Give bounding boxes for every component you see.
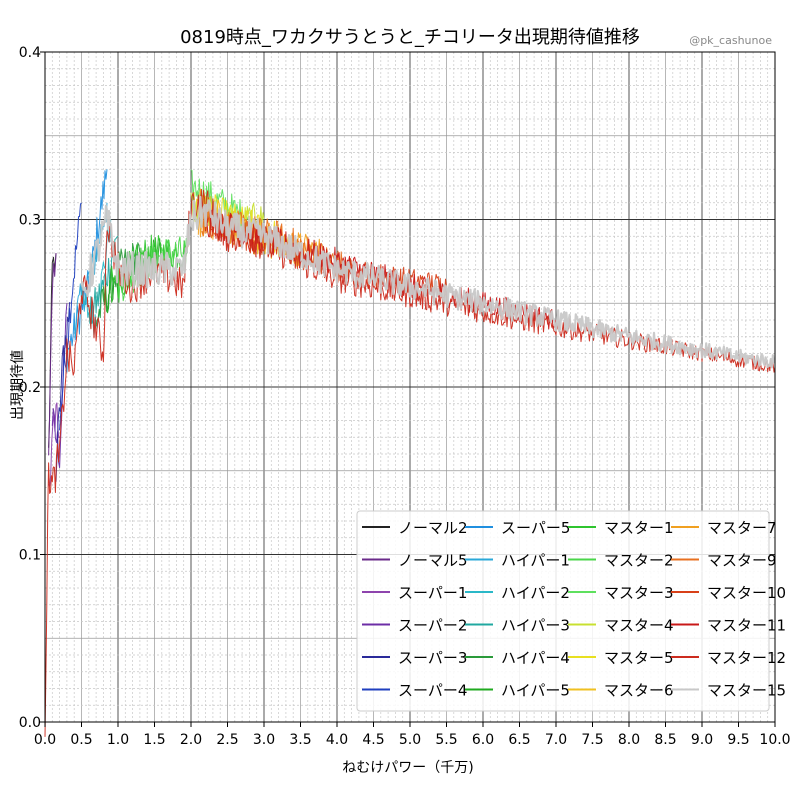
y-tick-label: 0.0 xyxy=(19,715,41,731)
chart-title: 0819時点_ワカクサうとうと_チコリータ出現期待値推移 xyxy=(180,27,640,48)
legend-label: スーパー3 xyxy=(398,649,467,667)
x-tick-label: 8.0 xyxy=(618,732,640,748)
x-tick-label: 5.0 xyxy=(399,732,421,748)
legend: ノーマル2 ノーマル5 スーパー1 スーパー2 スーパー3 スーパー4 スーパー5 ハイパー1… xyxy=(356,510,786,712)
x-tick-label: 7.0 xyxy=(545,732,567,748)
legend-label: マスター3 xyxy=(604,584,674,602)
x-tick-label: 1.0 xyxy=(107,732,129,748)
x-tick-label: 3.0 xyxy=(253,732,275,748)
x-tick-label: 4.0 xyxy=(326,732,348,748)
x-tick-label: 2.5 xyxy=(216,732,238,748)
x-tick-label: 9.0 xyxy=(691,732,713,748)
x-axis-label: ねむけパワー（千万) xyxy=(342,760,473,776)
legend-label: ハイパー1 xyxy=(501,552,570,570)
x-tick-label: 3.5 xyxy=(289,732,311,748)
legend-label: スーパー1 xyxy=(398,584,467,602)
legend-label: スーパー5 xyxy=(501,519,570,537)
x-tick-label: 0.0 xyxy=(34,732,56,748)
legend-label: ハイパー4 xyxy=(501,649,570,667)
series-line xyxy=(66,169,108,373)
legend-label: マスター9 xyxy=(707,552,777,570)
y-tick-label: 0.4 xyxy=(19,45,41,61)
legend-label: スーパー4 xyxy=(398,682,467,700)
series-layer xyxy=(44,169,776,737)
legend-label: マスター10 xyxy=(707,584,786,602)
y-tick-label: 0.3 xyxy=(19,213,41,229)
legend-label: マスター4 xyxy=(604,617,674,635)
legend-label: ノーマル2 xyxy=(398,519,468,537)
x-tick-label: 0.5 xyxy=(70,732,92,748)
legend-label: マスター15 xyxy=(707,682,786,700)
legend-label: マスター5 xyxy=(604,649,674,667)
series-line xyxy=(55,302,71,482)
series-line xyxy=(59,202,82,431)
watermark-text: @pk_cashunoe xyxy=(689,34,772,47)
x-axis-ticks: 0.0 0.5 1.0 1.5 2.0 2.5 3.0 3.5 4.0 4.5 5.0 5.5 6.0 6… xyxy=(34,722,791,748)
series-line xyxy=(48,252,57,456)
series-line xyxy=(80,195,776,369)
x-tick-label: 7.5 xyxy=(581,732,603,748)
x-tick-label: 6.5 xyxy=(508,732,530,748)
legend-label: マスター2 xyxy=(604,552,674,570)
legend-label: マスター11 xyxy=(707,617,786,635)
legend-box xyxy=(356,510,770,712)
legend-label: スーパー2 xyxy=(398,617,467,635)
x-tick-label: 10.0 xyxy=(759,732,790,748)
legend-label: ハイパー2 xyxy=(501,584,570,602)
x-tick-label: 5.5 xyxy=(435,732,457,748)
x-tick-label: 9.5 xyxy=(727,732,749,748)
x-tick-label: 6.0 xyxy=(472,732,494,748)
legend-label: マスター12 xyxy=(707,649,786,667)
legend-label: ノーマル5 xyxy=(398,552,468,570)
x-tick-label: 8.5 xyxy=(654,732,676,748)
legend-label: マスター1 xyxy=(604,519,674,537)
y-tick-label: 0.2 xyxy=(19,380,41,396)
legend-label: マスター6 xyxy=(604,682,674,700)
x-tick-label: 2.0 xyxy=(180,732,202,748)
y-tick-label: 0.1 xyxy=(19,548,41,564)
x-tick-label: 1.5 xyxy=(143,732,165,748)
legend-label: マスター7 xyxy=(707,519,777,537)
legend-label: ハイパー3 xyxy=(501,617,570,635)
x-tick-label: 4.5 xyxy=(362,732,384,748)
legend-label: ハイパー5 xyxy=(501,682,570,700)
y-axis-ticks: 0.0 0.1 0.2 0.3 0.4 xyxy=(19,45,45,731)
y-axis-label: 出現期待値 xyxy=(10,350,26,420)
